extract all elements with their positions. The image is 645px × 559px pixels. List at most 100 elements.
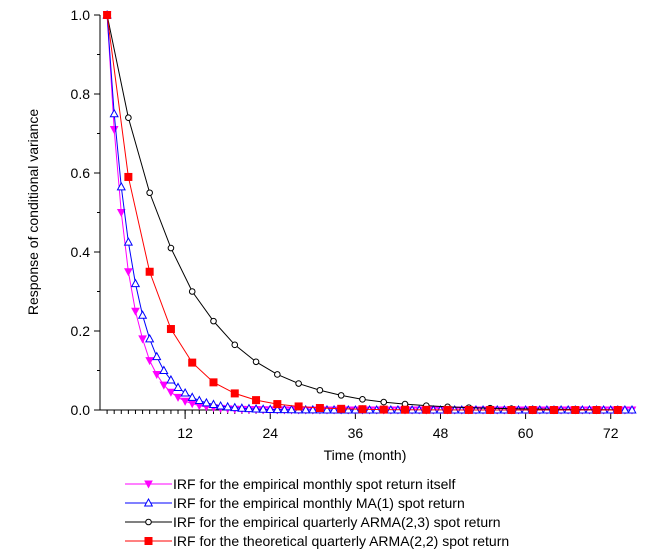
axes: 0.0 0.2 0.4 0.6 0.8 1.0 12 24 36 48 60 72 [71, 7, 633, 441]
y-tick-label: 1.0 [71, 7, 91, 23]
legend-label: IRF for the empirical monthly MA(1) spot… [173, 495, 465, 511]
data-point [274, 371, 281, 378]
data-point [422, 405, 431, 414]
y-tick-label: 0.0 [71, 402, 91, 418]
legend-item: IRF for the empirical monthly spot retur… [125, 476, 456, 492]
data-point [294, 402, 303, 411]
legend-label: IRF for the theoretical quarterly ARMA(2… [173, 533, 509, 549]
data-point [464, 405, 473, 414]
series-4 [103, 11, 622, 414]
x-axis-label: Time (month) [324, 447, 407, 463]
data-point [201, 397, 212, 407]
data-point [329, 404, 339, 414]
data-point [322, 404, 332, 414]
data-point [528, 406, 537, 414]
data-point [144, 480, 153, 489]
data-point [231, 341, 239, 349]
data-point [194, 395, 204, 405]
data-point [109, 108, 119, 118]
y-tick-label: 0.8 [71, 86, 91, 102]
data-point [124, 172, 133, 181]
data-point [230, 389, 239, 398]
data-point [379, 405, 388, 414]
data-point [166, 325, 175, 334]
data-point [251, 403, 261, 413]
data-point [627, 404, 637, 414]
data-point [215, 401, 226, 410]
x-tick-label: 24 [262, 425, 278, 441]
series-3 [103, 11, 622, 414]
data-point [116, 181, 126, 191]
data-point [279, 404, 290, 414]
data-point [173, 393, 183, 402]
data-point [549, 406, 558, 414]
data-point [443, 405, 452, 414]
x-tick-label: 48 [433, 425, 449, 441]
data-point [208, 399, 219, 408]
x-tick-label: 36 [348, 425, 364, 441]
legend: IRF for the empirical monthly spot retur… [125, 476, 509, 549]
data-point [144, 537, 153, 545]
data-point [620, 404, 630, 414]
data-point [173, 382, 183, 391]
data-point [308, 404, 318, 414]
data-point [166, 388, 176, 397]
data-point [138, 335, 147, 344]
data-point [295, 380, 302, 387]
data-point [613, 406, 622, 414]
x-tick-label: 60 [518, 425, 534, 441]
series-layer [102, 9, 637, 415]
legend-label: IRF for the empirical monthly spot retur… [173, 476, 456, 492]
y-tick-label: 0.6 [71, 165, 91, 181]
series-line [106, 14, 632, 411]
series-1 [102, 11, 637, 415]
data-point [167, 244, 175, 252]
data-point [301, 404, 311, 414]
data-point [188, 358, 197, 367]
data-point [116, 209, 126, 218]
data-point [209, 378, 218, 387]
data-point [401, 405, 410, 414]
data-point [223, 401, 233, 411]
data-point [152, 370, 162, 380]
data-point [265, 404, 275, 413]
legend-item: IRF for the empirical quarterly ARMA(2,3… [125, 514, 501, 530]
data-point [103, 11, 112, 19]
y-tick-label: 0.2 [71, 323, 91, 339]
data-point [188, 288, 196, 295]
y-tick-label: 0.4 [71, 244, 91, 260]
data-point [359, 396, 366, 403]
data-point [137, 310, 148, 319]
data-point [145, 357, 154, 366]
data-point [244, 403, 254, 413]
data-point [380, 398, 388, 406]
data-point [152, 351, 162, 361]
x-tick-label: 12 [177, 425, 193, 441]
data-point [125, 114, 132, 121]
data-point [159, 381, 169, 390]
data-point [159, 365, 169, 374]
data-point [180, 387, 190, 397]
data-point [143, 497, 154, 507]
data-point [286, 404, 297, 414]
data-point [592, 406, 601, 414]
legend-label: IRF for the empirical quarterly ARMA(2,3… [173, 514, 501, 530]
data-point [210, 317, 217, 325]
legend-item: IRF for the theoretical quarterly ARMA(2… [125, 533, 509, 549]
series-line [106, 14, 618, 411]
data-point [571, 406, 580, 414]
data-point [507, 406, 516, 414]
data-point [343, 404, 353, 414]
data-point [109, 126, 119, 135]
data-point [123, 237, 134, 246]
data-point [316, 386, 324, 394]
series-line [106, 14, 618, 411]
x-tick-label: 72 [603, 425, 619, 441]
data-point [180, 397, 190, 406]
data-point [145, 267, 154, 276]
data-point [272, 404, 282, 414]
data-point [358, 405, 367, 414]
data-point [145, 333, 155, 343]
data-point [124, 268, 133, 277]
